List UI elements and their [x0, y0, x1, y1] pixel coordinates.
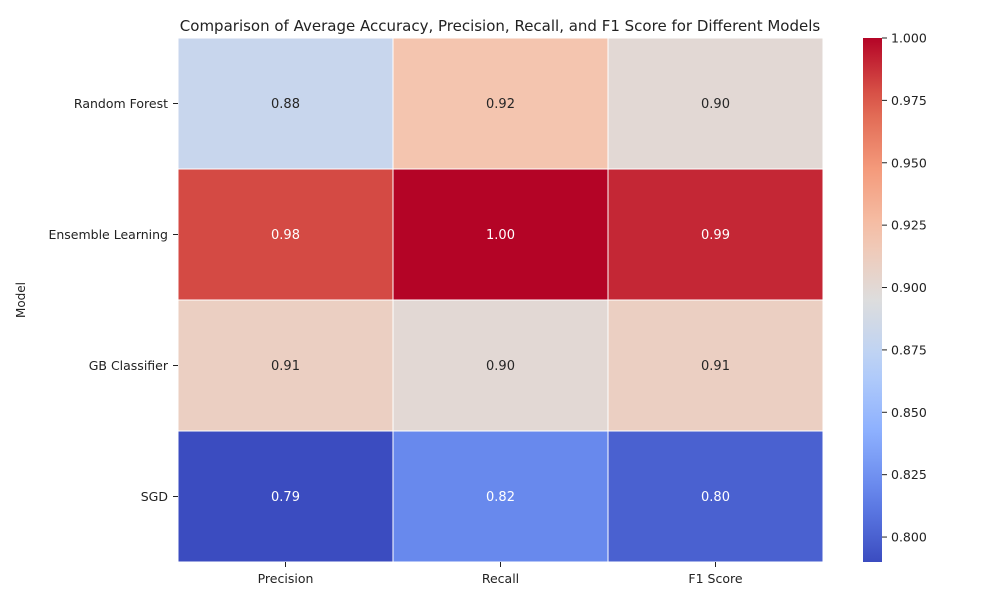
heatmap-cells: [177, 37, 824, 563]
cell-value-label: 0.80: [701, 490, 730, 505]
row-tick-label: SGD: [141, 489, 168, 504]
chart-title: Comparison of Average Accuracy, Precisio…: [180, 17, 821, 35]
colorbar: 0.800 0.825 0.850 0.875 0.900 0.925 0.950 0.975…: [863, 31, 927, 562]
cell-value-label: 0.79: [271, 490, 300, 505]
colorbar-tick-label: 0.825: [891, 467, 927, 482]
colorbar-gradient: [863, 38, 882, 562]
row-tick-labels: Random Forest Ensemble Learning GB Classif…: [48, 96, 178, 504]
cell-value-label: 0.90: [486, 359, 515, 374]
heatmap-cell: [177, 430, 394, 563]
cell-value-label: 1.00: [486, 228, 515, 243]
row-tick-label: GB Classifier: [89, 358, 169, 373]
colorbar-tick-label: 0.850: [891, 405, 927, 420]
heatmap-cell: [607, 430, 824, 563]
heatmap-cell: [177, 168, 394, 301]
heatmap-cell: [607, 37, 824, 170]
cell-value-label: 0.98: [271, 228, 300, 243]
cell-value-label: 0.92: [486, 97, 515, 112]
cell-value-label: 0.82: [486, 490, 515, 505]
row-tick-label: Random Forest: [74, 96, 168, 111]
cell-value-label: 0.88: [271, 97, 300, 112]
heatmap-cell: [177, 299, 394, 432]
column-tick-label: Recall: [482, 571, 519, 586]
colorbar-tick-label: 0.800: [891, 530, 927, 545]
cell-value-label: 0.90: [701, 97, 730, 112]
colorbar-tick-label: 0.925: [891, 218, 927, 233]
cell-value-label: 0.91: [271, 359, 300, 374]
heatmap-cell: [392, 37, 609, 170]
column-tick-labels: Precision Recall F1 Score: [258, 562, 743, 586]
colorbar-tick-label: 0.975: [891, 93, 927, 108]
row-tick-label: Ensemble Learning: [48, 227, 168, 242]
column-tick-label: Precision: [258, 571, 314, 586]
cell-value-label: 0.99: [701, 228, 730, 243]
heatmap-cell: [392, 168, 609, 301]
heatmap-cell: [177, 37, 394, 170]
heatmap-cell: [607, 168, 824, 301]
cell-value-label: 0.91: [701, 359, 730, 374]
y-axis-label: Model: [14, 282, 28, 318]
colorbar-tick-label: 0.875: [891, 342, 927, 357]
colorbar-tick-label: 1.000: [891, 31, 927, 46]
colorbar-tick-label: 0.950: [891, 155, 927, 170]
heatmap-cell: [392, 299, 609, 432]
colorbar-tick-label: 0.900: [891, 280, 927, 295]
column-tick-label: F1 Score: [688, 571, 742, 586]
heatmap-cell-labels: 0.88 0.92 0.90 0.98 1.00 0.99 0.91 0.90 0.91 0.79…: [271, 97, 730, 505]
